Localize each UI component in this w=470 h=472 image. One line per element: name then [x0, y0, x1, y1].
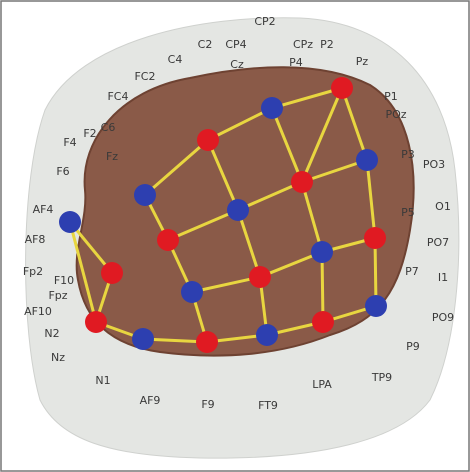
label: CP2	[254, 15, 275, 28]
label: Fp2	[23, 265, 43, 278]
label: Nz	[51, 351, 65, 364]
label: P4	[289, 56, 303, 69]
label: FC2	[134, 70, 155, 83]
label: Fpz	[48, 289, 67, 302]
label: C6	[101, 121, 116, 134]
label: PO3	[423, 158, 445, 171]
label: PO9	[432, 311, 454, 324]
label: F4	[63, 136, 76, 149]
label: P2	[320, 38, 334, 51]
label: F9	[201, 398, 214, 411]
label: AF8	[25, 233, 46, 246]
label: PO7	[427, 236, 449, 249]
label: CP4	[225, 38, 246, 51]
label: LPA	[312, 378, 332, 391]
label: CPz	[293, 38, 313, 51]
label: Cz	[230, 58, 244, 71]
label: O1	[435, 200, 451, 213]
label: C4	[168, 53, 183, 66]
label: P7	[405, 265, 419, 278]
label: F6	[56, 165, 69, 178]
label: P5	[401, 206, 415, 219]
label: F2	[83, 127, 96, 140]
label: TP9	[371, 371, 392, 384]
label: AF4	[33, 203, 54, 216]
label: P1	[384, 90, 398, 103]
label: FT9	[258, 399, 278, 412]
eeg-diagram: CP2 C2 CP4 CPz P2 C4 Cz P4 Pz FC2 P1 FC4…	[0, 0, 470, 472]
label: POz	[385, 108, 406, 121]
label: P9	[406, 340, 420, 353]
label: FC4	[107, 90, 128, 103]
label: P3	[401, 148, 415, 161]
label: N1	[95, 374, 110, 387]
label: AF9	[140, 394, 161, 407]
label: C2	[198, 38, 213, 51]
label: AF10	[24, 305, 52, 318]
label: F10	[54, 274, 74, 287]
label: Pz	[356, 55, 369, 68]
label: Fz	[106, 150, 118, 163]
label: N2	[44, 327, 59, 340]
label: I1	[438, 271, 448, 284]
